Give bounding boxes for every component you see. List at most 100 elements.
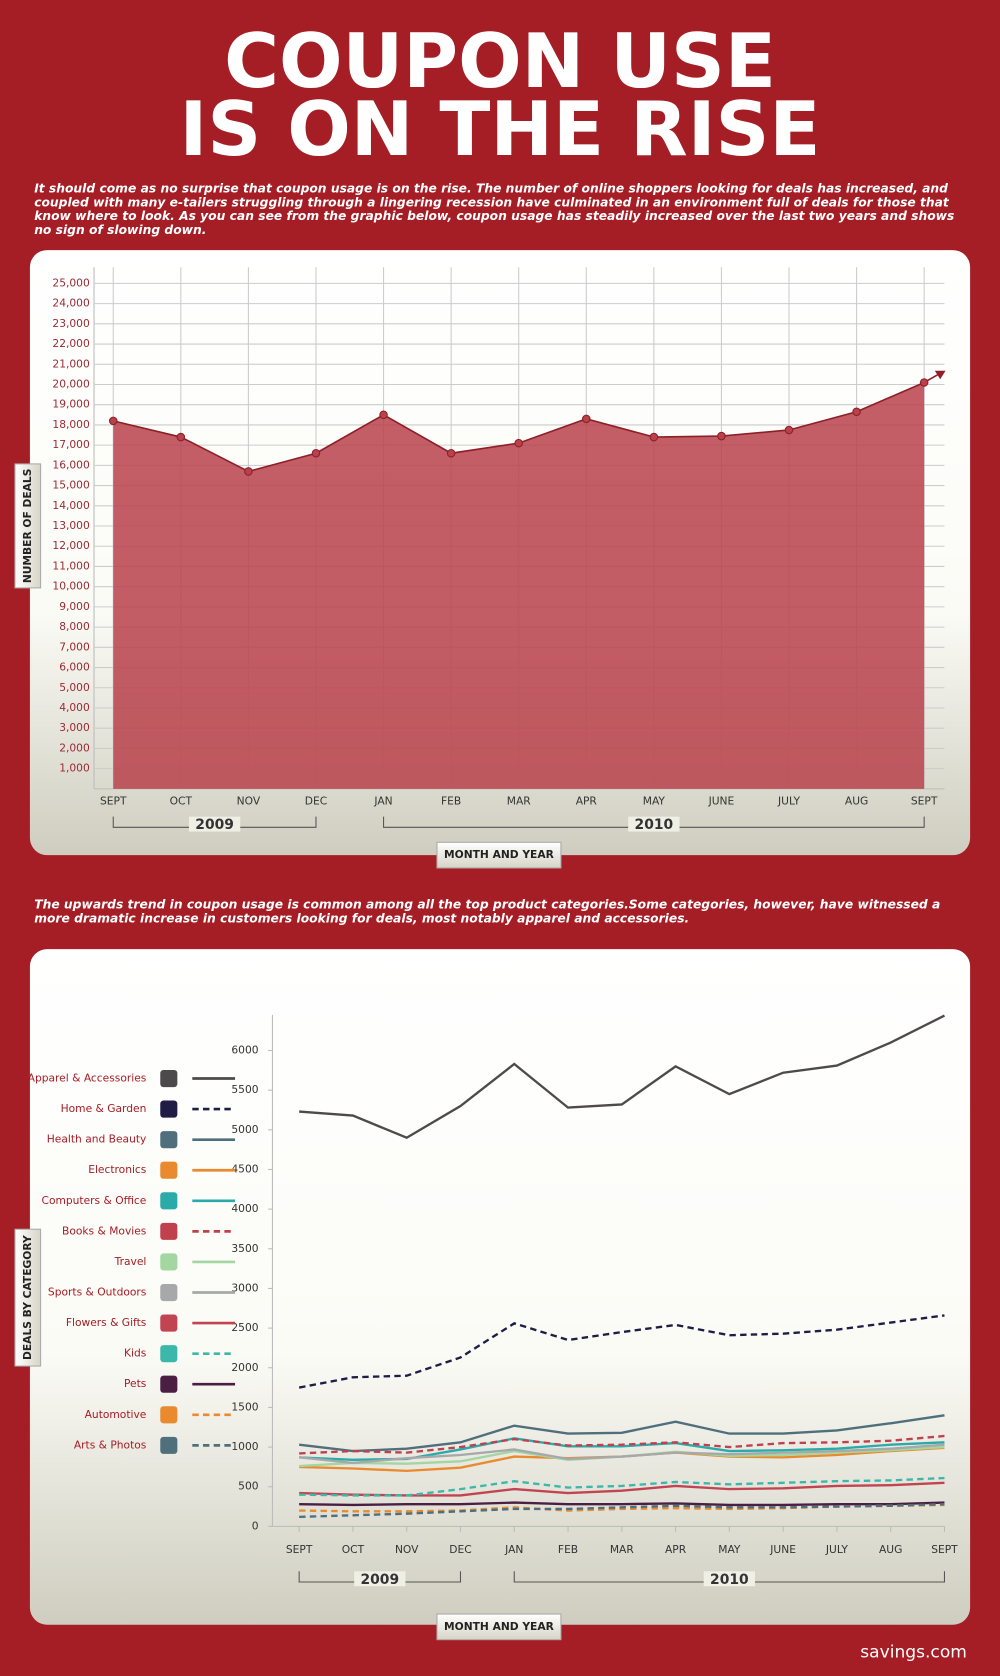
x-tick-label: AUG [845,795,868,808]
data-point [784,425,794,435]
x-tick-label: SEPT [286,1543,313,1556]
y-tick-label: 4,000 [59,701,90,714]
data-point [717,431,726,441]
legend-icon [160,1436,178,1454]
x-tick-label: JUNE [708,795,735,808]
y-tick-label: 21,000 [52,357,90,370]
y-tick-label: 24,000 [52,297,90,310]
y-tick-label: 5500 [231,1083,258,1096]
x-tick-label: MAR [507,795,532,808]
series-line [299,1434,945,1455]
legend-icon [160,1345,178,1363]
y-axis-label-group: NUMBER OF DEALS [14,463,42,589]
intro-text: It should come as no surprise that coupo… [34,180,955,238]
y-tick-label: 0 [252,1519,259,1532]
data-point [582,414,591,424]
y-tick-label: 12,000 [52,539,90,552]
y-tick-label: 20,000 [52,377,90,390]
year-label: 2010 [635,817,674,833]
year-label: 2010 [710,1572,749,1588]
y-tick-label: 4000 [231,1202,258,1215]
legend-icon [160,1100,178,1118]
data-point [379,410,388,420]
x-tick-label: SEPT [931,1543,958,1556]
series-line [299,1476,945,1497]
legend-label: Automotive [85,1408,147,1421]
legend-label: Travel [114,1255,147,1268]
legend-label: Computers & Office [42,1194,147,1207]
y-tick-label: 3000 [231,1281,258,1294]
legend-icon [160,1161,178,1179]
x-tick-label: APR [576,795,598,808]
x-tick-label: MAR [610,1543,635,1556]
legend-icon [160,1283,178,1302]
y-tick-label: 9,000 [59,600,90,613]
y-tick-label: 18,000 [52,418,90,431]
series-line [299,1414,945,1453]
x-tick-label: JAN [504,1543,523,1556]
legend-icon [160,1253,178,1271]
year-label-bg [703,1571,756,1587]
year-label: 2009 [195,817,234,833]
data-point [176,432,186,442]
data-point [311,448,321,458]
y-tick-label: 6,000 [59,661,90,674]
y-tick-label: 23,000 [52,317,90,330]
x-tick-label: MAY [718,1543,741,1556]
footer-logo: savings.com [860,1643,967,1663]
x-tick-label: NOV [237,795,261,808]
series-line [298,1314,945,1389]
year-label-bg [188,816,241,832]
x-tick-label: JULY [825,1543,848,1556]
y-axis-label: NUMBER OF DEALS [21,469,34,584]
series-line [299,1014,945,1140]
y-axis-label-group: DEALS BY CATEGORY [14,1228,42,1367]
year-label-bg [354,1571,406,1587]
y-tick-label: 1000 [231,1440,258,1453]
y-tick-label: 3,000 [59,721,90,734]
y-tick-label: 1500 [231,1400,258,1413]
y-tick-label: 2000 [231,1361,258,1374]
data-point [919,378,929,387]
x-tick-label: JULY [777,795,800,808]
legend-label: Books & Movies [62,1224,147,1237]
data-point [514,438,523,448]
series-line [299,1443,945,1465]
legend-label: Home & Garden [61,1102,147,1115]
y-tick-label: 19,000 [52,398,90,411]
y-tick-label: 22,000 [52,337,90,350]
y-tick-label: 1,000 [59,762,90,775]
legend-icon [160,1069,178,1088]
legend-label: Flowers & Gifts [66,1316,147,1329]
x-tick-label: DEC [305,795,327,808]
y-tick-label: 6000 [231,1044,258,1057]
x-tick-label: FEB [441,795,461,808]
legend-label: Apparel & Accessories [28,1072,147,1085]
data-point [446,448,456,458]
legend-icon [160,1406,178,1424]
y-tick-label: 4500 [231,1162,258,1175]
y-tick-label: 5000 [231,1123,258,1136]
legend-icon [160,1375,178,1393]
x-tick-label: SEPT [911,795,938,808]
legend-label: Sports & Outdoors [48,1286,147,1299]
trend-arrowhead [934,370,946,380]
legend-icon [160,1314,178,1332]
data-point [852,407,861,417]
y-tick-label: 25,000 [52,276,90,289]
y-axis-label: DEALS BY CATEGORY [21,1235,34,1360]
y-tick-label: 500 [238,1480,259,1493]
y-tick-label: 17,000 [52,438,90,451]
y-tick-label: 16,000 [52,458,90,471]
x-tick-label: JAN [373,795,392,808]
area [113,382,925,789]
y-tick-label: 8,000 [59,620,90,633]
y-tick-label: 14,000 [52,499,90,512]
title-line: IS ON THE RISE [180,86,821,173]
legend-icon [160,1192,178,1210]
x-tick-label: MAY [643,795,666,808]
y-axis-label-box [14,1228,42,1367]
